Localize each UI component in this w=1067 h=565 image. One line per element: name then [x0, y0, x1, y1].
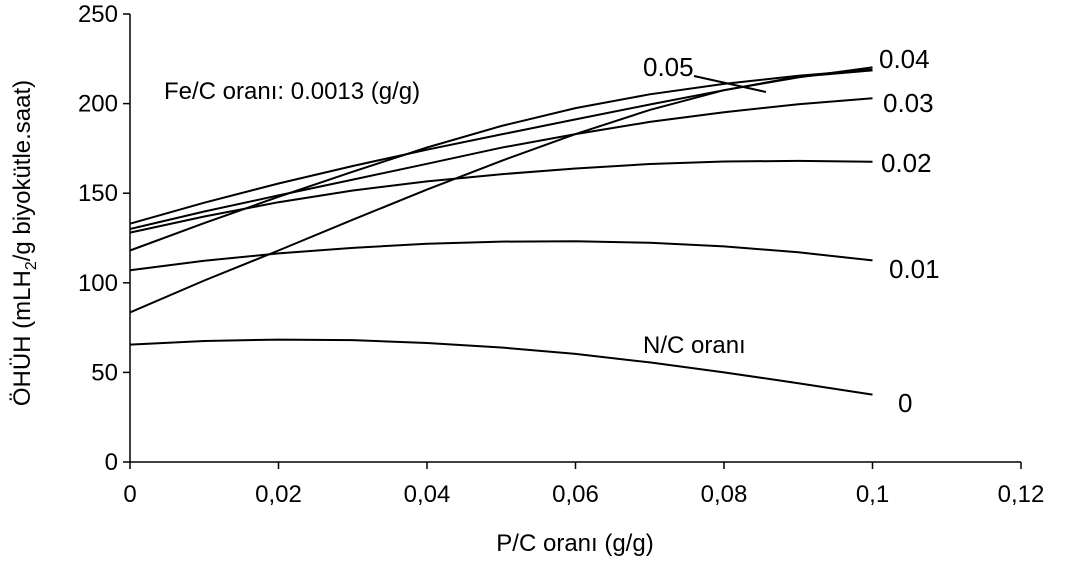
series-line [129, 69, 873, 314]
fe-c-annotation: Fe/C oranı: 0.0013 (g/g) [164, 78, 420, 105]
x-tick-label: 0,04 [404, 481, 451, 508]
series-line [129, 68, 873, 252]
y-axis-title-part2: /g biyokütle.saat) [9, 80, 36, 261]
y-tick-label: 0 [105, 449, 118, 476]
y-axis-title-part1: ÖHÜH (mLH [9, 270, 36, 406]
series-label-leader-line [693, 75, 767, 93]
series-line [129, 338, 873, 396]
y-tick-label: 50 [91, 359, 118, 386]
series-label: 0.03 [883, 88, 934, 118]
y-tick-label: 150 [78, 180, 118, 207]
n-c-annotation: N/C oranı [643, 332, 746, 359]
x-tick-label: 0,06 [552, 481, 599, 508]
x-axis-title: P/C oranı (g/g) [496, 530, 653, 557]
series-label: 0 [898, 388, 912, 418]
series-label: 0.01 [889, 254, 940, 284]
series-label: 0.04 [879, 44, 930, 74]
x-tick-label: 0,08 [701, 481, 748, 508]
x-tick-label: 0,1 [856, 481, 889, 508]
series-labels: 0 0.01 0.02 0.03 0.04 0.05 [643, 44, 940, 418]
y-axis-title: ÖHÜH (mLH2/g biyokütle.saat) [9, 80, 40, 406]
series-line [129, 97, 873, 230]
series-label: 0.02 [881, 148, 932, 178]
y-axis-title-subscript: 2 [23, 261, 40, 270]
y-tick-label: 250 [78, 1, 118, 28]
y-tick-label: 100 [78, 270, 118, 297]
x-ticks: 0 0,02 0,04 0,06 0,08 0,1 0,12 [123, 462, 1044, 508]
x-tick-label: 0 [123, 481, 136, 508]
x-tick-label: 0,02 [255, 481, 302, 508]
curves [129, 66, 873, 396]
y-ticks: 0 50 100 150 200 250 [78, 1, 130, 476]
series-line [129, 159, 873, 234]
series-line [129, 240, 873, 272]
series-label: 0.05 [643, 52, 694, 82]
y-tick-label: 200 [78, 91, 118, 118]
x-tick-label: 0,12 [998, 481, 1045, 508]
